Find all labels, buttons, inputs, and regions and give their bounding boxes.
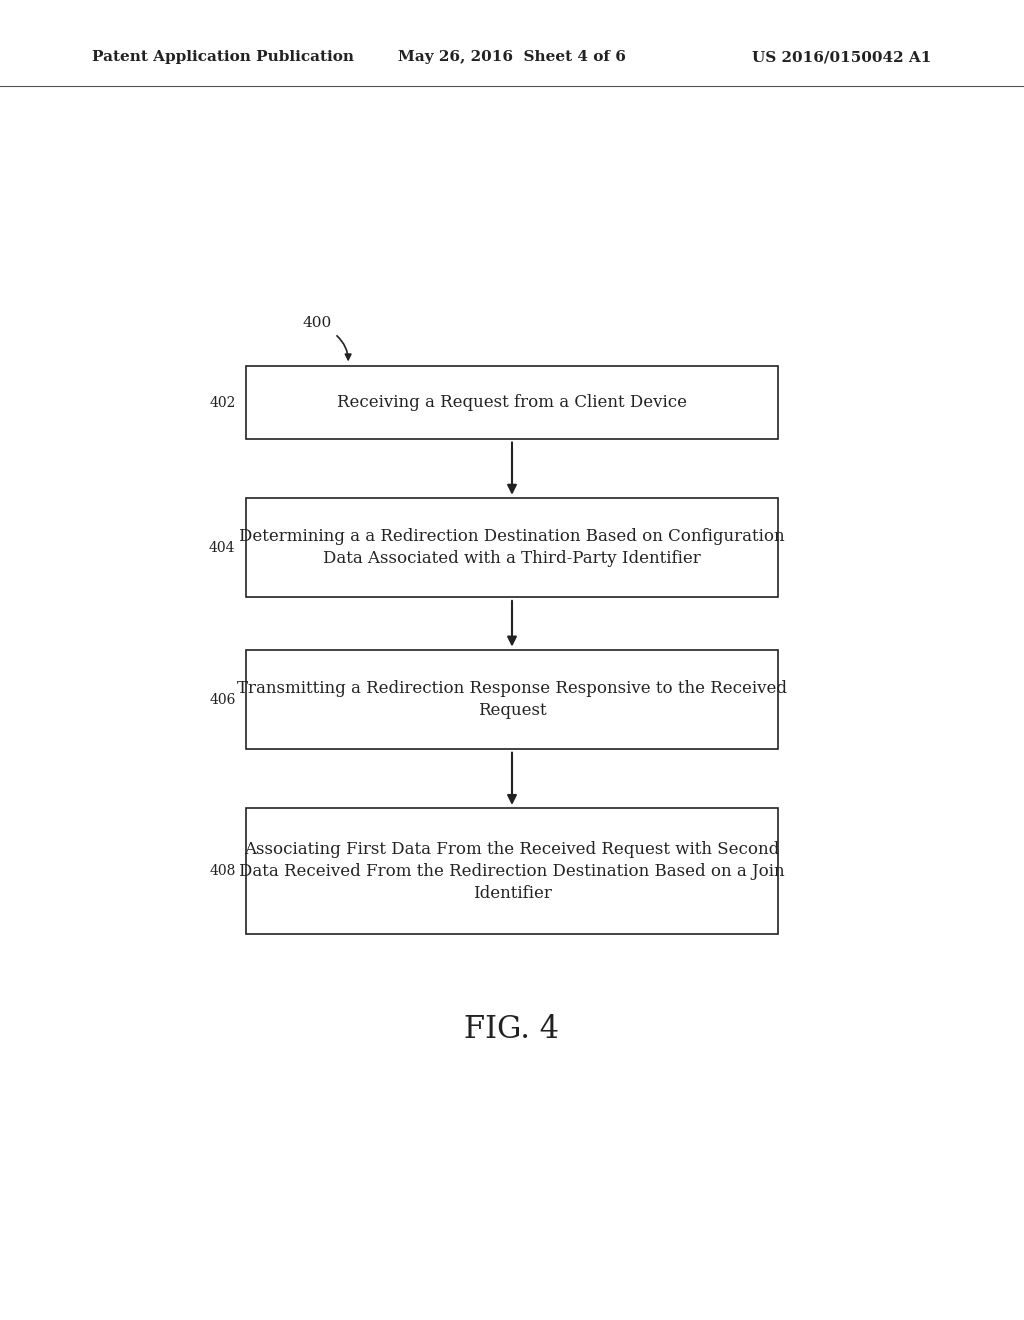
- Text: Determining a a Redirection Destination Based on Configuration
Data Associated w: Determining a a Redirection Destination …: [240, 528, 784, 568]
- FancyBboxPatch shape: [246, 808, 778, 935]
- Text: Patent Application Publication: Patent Application Publication: [92, 50, 354, 65]
- Text: FIG. 4: FIG. 4: [465, 1014, 559, 1045]
- Text: Transmitting a Redirection Response Responsive to the Received
Request: Transmitting a Redirection Response Resp…: [237, 680, 787, 719]
- Text: 402: 402: [209, 396, 236, 409]
- Text: 404: 404: [209, 541, 236, 554]
- Text: US 2016/0150042 A1: US 2016/0150042 A1: [753, 50, 932, 65]
- FancyBboxPatch shape: [246, 651, 778, 750]
- FancyBboxPatch shape: [246, 366, 778, 438]
- Text: May 26, 2016  Sheet 4 of 6: May 26, 2016 Sheet 4 of 6: [398, 50, 626, 65]
- FancyBboxPatch shape: [246, 499, 778, 597]
- Text: 408: 408: [209, 865, 236, 878]
- Text: Receiving a Request from a Client Device: Receiving a Request from a Client Device: [337, 395, 687, 411]
- Text: 400: 400: [302, 317, 332, 330]
- Text: 406: 406: [209, 693, 236, 706]
- Text: Associating First Data From the Received Request with Second
Data Received From : Associating First Data From the Received…: [240, 841, 784, 902]
